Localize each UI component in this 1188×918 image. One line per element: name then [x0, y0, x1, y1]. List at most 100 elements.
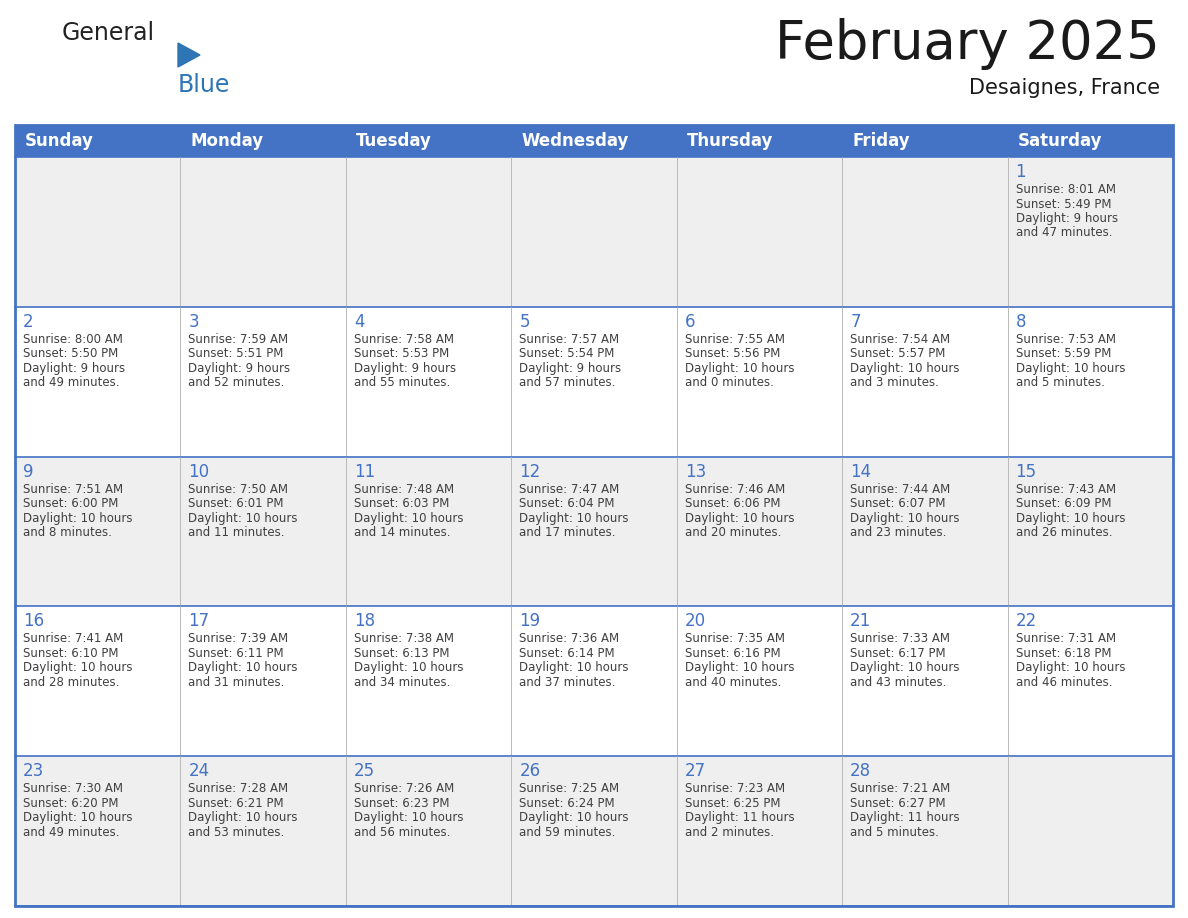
- Text: Sunset: 6:13 PM: Sunset: 6:13 PM: [354, 647, 449, 660]
- Text: Sunset: 6:23 PM: Sunset: 6:23 PM: [354, 797, 449, 810]
- Text: 3: 3: [189, 313, 200, 330]
- Text: Daylight: 10 hours: Daylight: 10 hours: [684, 511, 795, 524]
- Text: Sunrise: 7:47 AM: Sunrise: 7:47 AM: [519, 483, 619, 496]
- Text: Sunrise: 7:46 AM: Sunrise: 7:46 AM: [684, 483, 785, 496]
- Text: Sunrise: 7:38 AM: Sunrise: 7:38 AM: [354, 633, 454, 645]
- Bar: [15, 157, 1173, 307]
- Text: Desaignes, France: Desaignes, France: [969, 78, 1159, 98]
- Text: 7: 7: [851, 313, 860, 330]
- Text: Sunrise: 7:30 AM: Sunrise: 7:30 AM: [23, 782, 124, 795]
- Text: Sunrise: 7:53 AM: Sunrise: 7:53 AM: [1016, 333, 1116, 346]
- Text: and 52 minutes.: and 52 minutes.: [189, 376, 285, 389]
- Text: and 43 minutes.: and 43 minutes.: [851, 676, 947, 688]
- Text: Sunset: 6:04 PM: Sunset: 6:04 PM: [519, 498, 614, 510]
- Text: Sunset: 6:20 PM: Sunset: 6:20 PM: [23, 797, 119, 810]
- Text: 28: 28: [851, 762, 871, 780]
- Bar: [511, 125, 677, 157]
- Text: 1: 1: [1016, 163, 1026, 181]
- Bar: [15, 125, 1173, 906]
- Text: Daylight: 9 hours: Daylight: 9 hours: [23, 362, 125, 375]
- Text: Sunset: 5:59 PM: Sunset: 5:59 PM: [1016, 347, 1111, 360]
- Text: Sunrise: 7:54 AM: Sunrise: 7:54 AM: [851, 333, 950, 346]
- Text: Sunrise: 7:21 AM: Sunrise: 7:21 AM: [851, 782, 950, 795]
- Text: Sunset: 5:50 PM: Sunset: 5:50 PM: [23, 347, 119, 360]
- Text: and 14 minutes.: and 14 minutes.: [354, 526, 450, 539]
- Text: and 47 minutes.: and 47 minutes.: [1016, 227, 1112, 240]
- Text: Sunrise: 7:39 AM: Sunrise: 7:39 AM: [189, 633, 289, 645]
- Text: Sunset: 5:49 PM: Sunset: 5:49 PM: [1016, 197, 1111, 210]
- Text: Sunrise: 7:25 AM: Sunrise: 7:25 AM: [519, 782, 619, 795]
- Text: Daylight: 10 hours: Daylight: 10 hours: [851, 511, 960, 524]
- Text: Sunrise: 7:43 AM: Sunrise: 7:43 AM: [1016, 483, 1116, 496]
- Text: Friday: Friday: [852, 132, 910, 150]
- Text: Daylight: 10 hours: Daylight: 10 hours: [354, 812, 463, 824]
- Text: Sunset: 6:10 PM: Sunset: 6:10 PM: [23, 647, 119, 660]
- Text: Daylight: 9 hours: Daylight: 9 hours: [354, 362, 456, 375]
- Text: 16: 16: [23, 612, 44, 631]
- Text: 15: 15: [1016, 463, 1037, 481]
- Text: Sunset: 6:09 PM: Sunset: 6:09 PM: [1016, 498, 1111, 510]
- Bar: [15, 456, 1173, 607]
- Text: and 34 minutes.: and 34 minutes.: [354, 676, 450, 688]
- Text: Monday: Monday: [190, 132, 264, 150]
- Text: and 28 minutes.: and 28 minutes.: [23, 676, 119, 688]
- Text: 12: 12: [519, 463, 541, 481]
- Text: Sunset: 5:53 PM: Sunset: 5:53 PM: [354, 347, 449, 360]
- Text: and 37 minutes.: and 37 minutes.: [519, 676, 615, 688]
- Text: 2: 2: [23, 313, 33, 330]
- Text: 23: 23: [23, 762, 44, 780]
- Text: Daylight: 11 hours: Daylight: 11 hours: [684, 812, 795, 824]
- Text: 10: 10: [189, 463, 209, 481]
- Text: and 53 minutes.: and 53 minutes.: [189, 825, 285, 839]
- Text: 11: 11: [354, 463, 375, 481]
- Text: and 31 minutes.: and 31 minutes.: [189, 676, 285, 688]
- Text: Sunset: 5:51 PM: Sunset: 5:51 PM: [189, 347, 284, 360]
- Text: and 2 minutes.: and 2 minutes.: [684, 825, 773, 839]
- Bar: [15, 756, 1173, 906]
- Bar: [842, 125, 1007, 157]
- Text: Sunset: 6:00 PM: Sunset: 6:00 PM: [23, 498, 119, 510]
- Text: and 3 minutes.: and 3 minutes.: [851, 376, 939, 389]
- Text: and 55 minutes.: and 55 minutes.: [354, 376, 450, 389]
- Bar: [15, 307, 1173, 456]
- Text: and 49 minutes.: and 49 minutes.: [23, 376, 120, 389]
- Text: Daylight: 9 hours: Daylight: 9 hours: [189, 362, 291, 375]
- Text: 9: 9: [23, 463, 33, 481]
- Text: February 2025: February 2025: [776, 18, 1159, 70]
- Text: and 46 minutes.: and 46 minutes.: [1016, 676, 1112, 688]
- Text: Sunrise: 7:36 AM: Sunrise: 7:36 AM: [519, 633, 619, 645]
- Text: Sunset: 6:27 PM: Sunset: 6:27 PM: [851, 797, 946, 810]
- Text: 24: 24: [189, 762, 209, 780]
- Text: Sunset: 6:14 PM: Sunset: 6:14 PM: [519, 647, 615, 660]
- Text: Sunrise: 7:31 AM: Sunrise: 7:31 AM: [1016, 633, 1116, 645]
- Text: Daylight: 10 hours: Daylight: 10 hours: [1016, 511, 1125, 524]
- Text: 27: 27: [684, 762, 706, 780]
- Polygon shape: [178, 43, 200, 67]
- Text: Saturday: Saturday: [1018, 132, 1102, 150]
- Text: Sunday: Sunday: [25, 132, 94, 150]
- Text: Daylight: 10 hours: Daylight: 10 hours: [519, 661, 628, 675]
- Bar: [15, 125, 181, 157]
- Text: Sunset: 6:16 PM: Sunset: 6:16 PM: [684, 647, 781, 660]
- Text: and 56 minutes.: and 56 minutes.: [354, 825, 450, 839]
- Text: 6: 6: [684, 313, 695, 330]
- Text: Daylight: 10 hours: Daylight: 10 hours: [851, 362, 960, 375]
- Text: Sunset: 6:11 PM: Sunset: 6:11 PM: [189, 647, 284, 660]
- Text: 22: 22: [1016, 612, 1037, 631]
- Text: Sunset: 6:07 PM: Sunset: 6:07 PM: [851, 498, 946, 510]
- Text: Sunset: 6:25 PM: Sunset: 6:25 PM: [684, 797, 781, 810]
- Text: Daylight: 10 hours: Daylight: 10 hours: [1016, 661, 1125, 675]
- Text: General: General: [62, 21, 156, 45]
- Text: Daylight: 9 hours: Daylight: 9 hours: [1016, 212, 1118, 225]
- Text: and 0 minutes.: and 0 minutes.: [684, 376, 773, 389]
- Text: and 5 minutes.: and 5 minutes.: [1016, 376, 1105, 389]
- Text: and 26 minutes.: and 26 minutes.: [1016, 526, 1112, 539]
- Text: and 40 minutes.: and 40 minutes.: [684, 676, 781, 688]
- Text: Daylight: 10 hours: Daylight: 10 hours: [519, 812, 628, 824]
- Text: 4: 4: [354, 313, 365, 330]
- Text: and 5 minutes.: and 5 minutes.: [851, 825, 939, 839]
- Text: and 11 minutes.: and 11 minutes.: [189, 526, 285, 539]
- Text: Sunrise: 7:41 AM: Sunrise: 7:41 AM: [23, 633, 124, 645]
- Text: Sunset: 6:24 PM: Sunset: 6:24 PM: [519, 797, 615, 810]
- Text: Sunset: 5:57 PM: Sunset: 5:57 PM: [851, 347, 946, 360]
